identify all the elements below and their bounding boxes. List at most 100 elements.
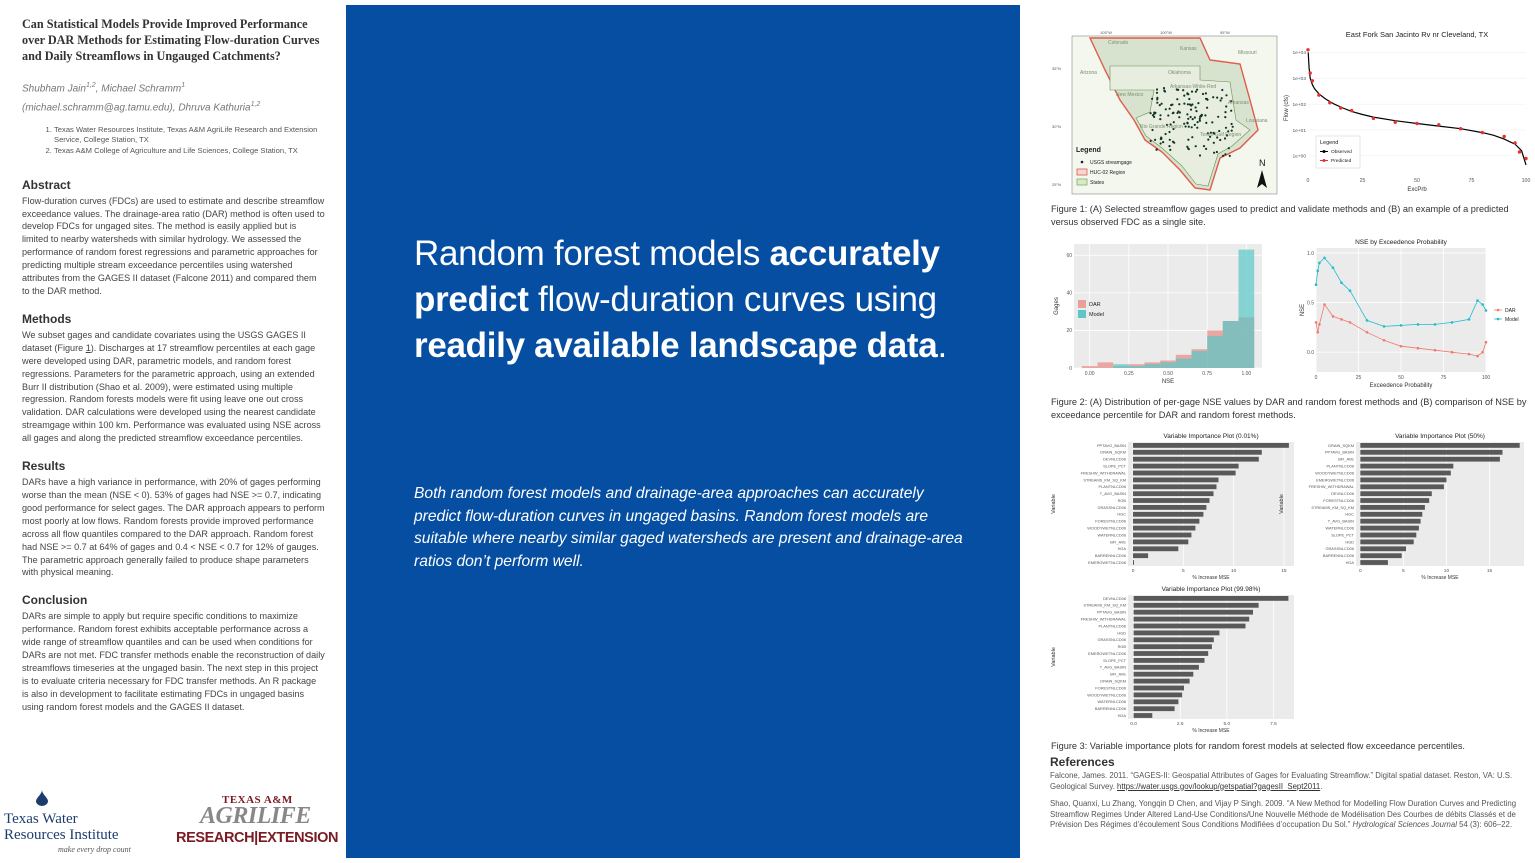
streamgage-point xyxy=(1205,121,1208,124)
map-region-label: Arkansas-White-Red xyxy=(1170,84,1216,90)
streamgage-point xyxy=(1172,127,1175,131)
nse-point-model xyxy=(1467,318,1471,321)
figure-1-caption: Figure 1: (A) Selected streamflow gages … xyxy=(1051,204,1509,227)
vip-x-tick: 0 xyxy=(1132,568,1135,574)
streamgage-point xyxy=(1183,94,1186,97)
vip-bar xyxy=(1133,630,1220,636)
hist-legend-swatch xyxy=(1078,310,1086,318)
vip-category-label: WOODYWETNLCD06 xyxy=(1087,692,1126,697)
streamgage-point xyxy=(1151,114,1155,117)
vip-category-label: PLANTNLCD06 xyxy=(1327,464,1354,469)
streamgage-point xyxy=(1228,154,1231,157)
fdc-predicted-point xyxy=(1310,79,1315,83)
vip-category-label: DEVNLCD06 xyxy=(1103,457,1126,462)
streamgage-point xyxy=(1196,88,1199,91)
author-name: (michael.schramm@ag.tamu.edu), Dhruva Ka… xyxy=(22,102,251,114)
streamgage-point xyxy=(1189,115,1192,119)
vip-category-label: FRESHW_WITHDRAWAL xyxy=(1081,470,1127,475)
author-name: Michael Schramm xyxy=(101,83,182,95)
vip-category-label: DRAIN_SQKM xyxy=(1100,450,1126,455)
nse-point-dar xyxy=(1467,352,1471,356)
streamgage-point xyxy=(1184,125,1187,128)
nse-legend-label: Model xyxy=(1505,317,1519,323)
nse-point-model xyxy=(1318,261,1321,265)
nse-histogram: 0 20 40 60 0.00 0.25 0.50 0.75 1.00 NSE Gages DAR Mo… xyxy=(1054,244,1262,385)
nse-point-dar xyxy=(1450,350,1454,354)
streamgage-point xyxy=(1169,123,1172,126)
vip-plot-area xyxy=(1128,442,1294,566)
hist-bar-model xyxy=(1160,362,1176,368)
vip-bar xyxy=(1360,449,1503,455)
streamgage-point xyxy=(1162,141,1165,144)
vip-x-label: % Increase MSE xyxy=(1421,575,1459,581)
north-label: N xyxy=(1259,158,1266,168)
streamgage-point xyxy=(1153,115,1156,118)
vip-x-tick: 2.5 xyxy=(1177,721,1184,727)
streamgage-point xyxy=(1160,136,1163,139)
nse-point-model xyxy=(1481,303,1484,306)
vip-bar xyxy=(1360,525,1419,531)
map-lon-label: 105°W xyxy=(1100,30,1112,35)
hist-legend-label: Model xyxy=(1089,312,1104,318)
fdc-predicted-point xyxy=(1371,116,1376,121)
streamgage-point xyxy=(1172,111,1175,114)
streamgage-point xyxy=(1155,88,1159,91)
streamgage-point xyxy=(1220,97,1223,100)
hist-bar-model xyxy=(1144,364,1161,368)
agrilife-top: TEXAS A&M xyxy=(222,794,293,806)
streamgage-point xyxy=(1198,117,1201,120)
hist-x-tick: 1.00 xyxy=(1241,371,1251,377)
figure-1-link[interactable]: 1 xyxy=(85,342,91,353)
references-heading: References xyxy=(1050,755,1115,769)
streamgage-point xyxy=(1186,103,1189,106)
vip-bar xyxy=(1133,699,1179,705)
reference-1-link[interactable]: https://water.usgs.gov/lookup/getspatial… xyxy=(1117,781,1321,791)
map-region-label: New Mexico xyxy=(1116,92,1143,98)
streamgage-point xyxy=(1218,129,1221,133)
vip-category-label: BARRENNLCD06 xyxy=(1323,553,1354,558)
vip-chart-001: Variable Importance Plot (0.01%) 0 5 10 15 PP… xyxy=(1051,433,1294,581)
vip-bar xyxy=(1133,477,1219,483)
streamgage-point xyxy=(1227,147,1230,150)
logo-bar: Texas Water Resources Institute make eve… xyxy=(0,784,345,854)
nse-legend-marker xyxy=(1496,308,1500,312)
streamgage-point xyxy=(1204,92,1207,95)
vip-y-label: Variable xyxy=(1051,494,1057,514)
vip-bar xyxy=(1360,553,1402,559)
vip-title: Variable Importance Plot (99.98%) xyxy=(1162,586,1261,593)
nse-point-model xyxy=(1340,281,1343,284)
vip-category-label: BFI_AVE xyxy=(1110,672,1126,677)
nse-x-tick: 100 xyxy=(1482,375,1491,381)
nse-x-tick: 75 xyxy=(1441,375,1447,381)
fdc-predicted-point xyxy=(1306,48,1310,52)
streamgage-point xyxy=(1223,137,1227,140)
left-column: Can Statistical Models Provide Improved … xyxy=(0,0,345,863)
streamgage-point xyxy=(1198,119,1201,122)
figure-3-caption: Figure 3: Variable importance plots for … xyxy=(1051,741,1465,751)
vip-bar xyxy=(1133,443,1289,448)
vip-y-label: Variable xyxy=(1279,494,1285,514)
streamgage-point xyxy=(1209,135,1212,138)
vip-bar xyxy=(1133,560,1134,565)
fdc-y-tick: 1e+03 xyxy=(1293,76,1307,82)
hist-y-tick: 40 xyxy=(1066,291,1072,297)
hist-legend-label: DAR xyxy=(1089,302,1101,308)
streamgage-point xyxy=(1196,126,1199,129)
hist-x-tick: 0.75 xyxy=(1202,371,1212,377)
streamgage-point xyxy=(1191,136,1194,139)
nse-point-model xyxy=(1399,324,1403,327)
vip-bar xyxy=(1133,644,1212,650)
nse-x-tick: 0 xyxy=(1315,375,1318,381)
reference-2-journal: Hydrological Sciences Journal xyxy=(1352,820,1457,829)
vip-bar xyxy=(1133,616,1250,622)
vip-bar xyxy=(1360,539,1414,545)
streamgage-point xyxy=(1211,121,1214,124)
affiliation-list: Texas Water Resources Institute, Texas A… xyxy=(54,125,325,156)
vip-category-label: HGA xyxy=(1346,560,1355,565)
streamgage-point xyxy=(1187,117,1190,120)
vip-x-tick: 15 xyxy=(1281,568,1287,574)
streamgage-point xyxy=(1187,125,1190,128)
streamgage-point xyxy=(1162,87,1166,90)
vip-category-label: WATERNLCD06 xyxy=(1325,526,1354,531)
fdc-title: East Fork San Jacinto Rv nr Cleveland, T… xyxy=(1346,30,1488,39)
